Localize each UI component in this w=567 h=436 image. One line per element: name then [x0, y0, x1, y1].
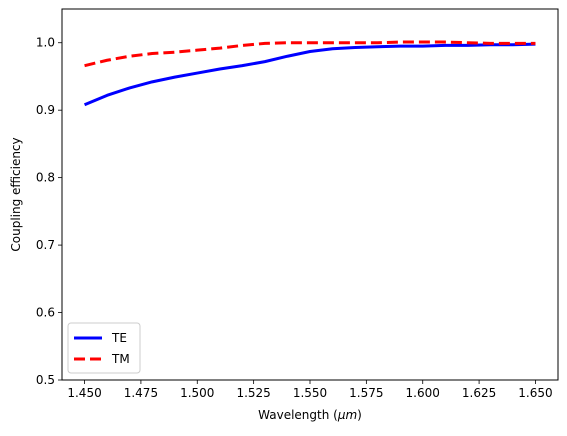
plot-background	[62, 9, 558, 380]
x-tick-label: 1.600	[406, 386, 440, 400]
legend-label-te: TE	[111, 331, 127, 345]
x-tick-label: 1.550	[293, 386, 327, 400]
y-axis-ticks: 0.5 0.6 0.7 0.8 0.9 1.0	[36, 36, 62, 387]
y-tick-label: 0.6	[36, 306, 55, 320]
x-tick-label: 1.450	[67, 386, 101, 400]
x-tick-label: 1.625	[462, 386, 496, 400]
y-tick-label: 0.9	[36, 103, 55, 117]
series-line-tm	[84, 40, 536, 68]
x-axis-title: Wavelength (μm)	[258, 408, 362, 422]
x-axis-ticks: 1.450 1.475 1.500 1.525 1.550 1.575 1.600 1.625…	[67, 380, 553, 400]
y-tick-label: 0.8	[36, 171, 55, 185]
x-tick-label: 1.525	[236, 386, 270, 400]
series-layer	[83, 40, 536, 107]
legend-label-tm: TM	[111, 352, 130, 366]
y-tick-label: 1.0	[36, 36, 55, 50]
x-axis-title-text: Wavelength	[258, 408, 329, 422]
series-line-te	[83, 42, 536, 107]
y-axis-title: Coupling efficiency	[9, 137, 23, 251]
x-axis-title-unit: μm	[337, 408, 357, 422]
x-tick-label: 1.650	[518, 386, 552, 400]
legend: TE TM	[67, 322, 141, 374]
x-tick-label: 1.475	[124, 386, 158, 400]
x-tick-label: 1.500	[180, 386, 214, 400]
y-tick-label: 0.5	[36, 373, 55, 387]
y-tick-label: 0.7	[36, 238, 55, 252]
legend-box	[67, 322, 141, 374]
x-tick-label: 1.575	[349, 386, 383, 400]
